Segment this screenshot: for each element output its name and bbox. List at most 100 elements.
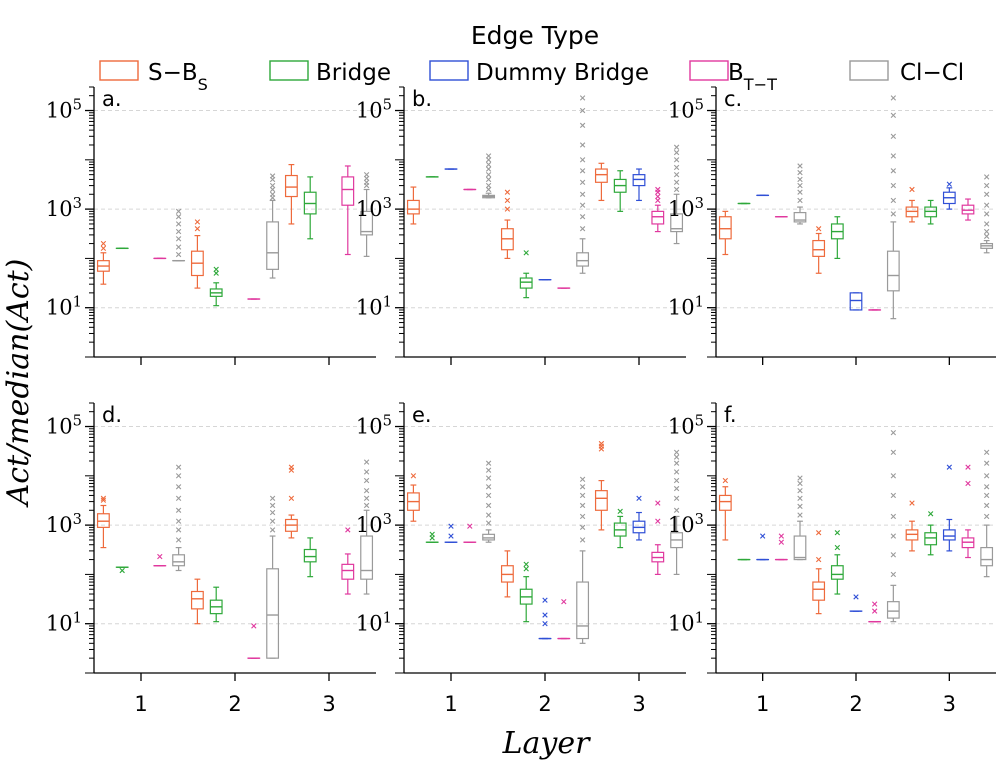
box-iqr — [651, 210, 665, 225]
box-br-layer-2 — [830, 216, 844, 260]
flier — [194, 219, 201, 225]
flier — [890, 552, 897, 558]
panel-label: b. — [412, 87, 432, 111]
flier — [983, 460, 990, 466]
flier — [797, 480, 803, 487]
flier — [983, 211, 990, 217]
flier — [175, 537, 182, 543]
box-db-layer-3 — [942, 464, 956, 552]
flier — [100, 240, 107, 247]
x-tick-label: 2 — [538, 692, 551, 716]
flier — [890, 473, 897, 479]
flier — [722, 477, 729, 484]
flier — [542, 612, 548, 618]
box-sb-layer-2 — [812, 226, 826, 274]
box-bt-layer-1 — [153, 553, 167, 567]
flier — [579, 122, 586, 129]
flier — [345, 527, 351, 533]
flier — [673, 454, 680, 460]
box-br-layer-2 — [519, 250, 533, 299]
flier — [759, 533, 766, 539]
flier — [673, 164, 680, 171]
panel-f: 101 103 105 1 2 3 f. — [668, 402, 996, 716]
x-tick-label: 2 — [849, 692, 862, 716]
box-cc-layer-1 — [172, 464, 186, 572]
box-db-layer-2 — [849, 292, 863, 311]
flier — [655, 197, 661, 204]
box-iqr — [266, 221, 280, 270]
box-iqr — [266, 568, 280, 659]
flier — [673, 179, 680, 185]
box-iqr — [594, 168, 608, 183]
y-tick-label: 101 — [668, 609, 704, 636]
flier — [269, 502, 276, 509]
box-iqr — [576, 581, 590, 640]
x-tick-label: 2 — [228, 692, 241, 716]
flier — [890, 449, 897, 455]
flier — [797, 503, 803, 510]
flier — [485, 157, 492, 163]
box-sb-layer-3 — [284, 163, 298, 225]
flier — [363, 487, 370, 494]
flier — [655, 518, 661, 524]
flier — [485, 520, 492, 526]
box-db-layer-3 — [942, 181, 956, 210]
flier — [542, 597, 548, 603]
box-sb-layer-3 — [284, 464, 298, 539]
flier — [890, 133, 897, 139]
legend-swatch — [429, 60, 469, 81]
flier — [927, 511, 934, 517]
box-iqr — [942, 529, 956, 541]
panel-e: 101 103 105 1 2 3 e. — [356, 402, 686, 716]
box-iqr — [284, 174, 298, 198]
x-tick-label: 1 — [134, 692, 147, 716]
flier — [579, 226, 586, 232]
box-iqr — [303, 548, 317, 563]
y-tick-label: 103 — [46, 195, 82, 222]
box-cc-layer-1 — [482, 153, 496, 199]
box-iqr — [793, 535, 807, 561]
flier — [890, 95, 897, 101]
flier — [504, 197, 511, 204]
flier — [909, 500, 915, 506]
flier — [673, 460, 680, 466]
flier — [890, 168, 897, 174]
flier — [617, 508, 623, 515]
panel-label: e. — [412, 403, 432, 427]
flier — [965, 480, 971, 487]
flier — [815, 556, 822, 563]
box-sb-layer-2 — [190, 578, 204, 625]
flier — [983, 484, 990, 490]
box-db-layer-3 — [632, 495, 646, 541]
y-tick-label: 101 — [46, 293, 82, 320]
box-iqr — [812, 239, 826, 257]
legend-entry-cc: Cl−Cl — [849, 60, 964, 86]
flier — [579, 168, 586, 174]
box-db-layer-1 — [444, 523, 458, 543]
box-sb-layer-1 — [406, 473, 420, 522]
flier — [363, 502, 370, 509]
flier — [673, 144, 680, 150]
flier — [269, 495, 276, 501]
flier — [429, 531, 435, 538]
box-cc-layer-1 — [793, 163, 807, 225]
box-bt-layer-3 — [961, 464, 975, 559]
flier — [797, 475, 803, 481]
flier — [797, 487, 803, 494]
x-axis-label: Layer — [502, 726, 592, 761]
box-cc-layer-1 — [482, 460, 496, 543]
box-iqr — [172, 554, 186, 567]
box-cc-layer-3 — [360, 459, 374, 595]
box-iqr — [793, 211, 807, 223]
flier — [175, 484, 182, 490]
legend-swatch — [99, 60, 139, 81]
flier — [485, 492, 492, 499]
flier — [673, 495, 680, 501]
flier — [561, 598, 567, 605]
flier — [655, 193, 661, 200]
flier — [834, 544, 841, 551]
flier — [983, 233, 990, 240]
flier — [175, 507, 182, 513]
legend-label: Cl−Cl — [900, 60, 964, 86]
